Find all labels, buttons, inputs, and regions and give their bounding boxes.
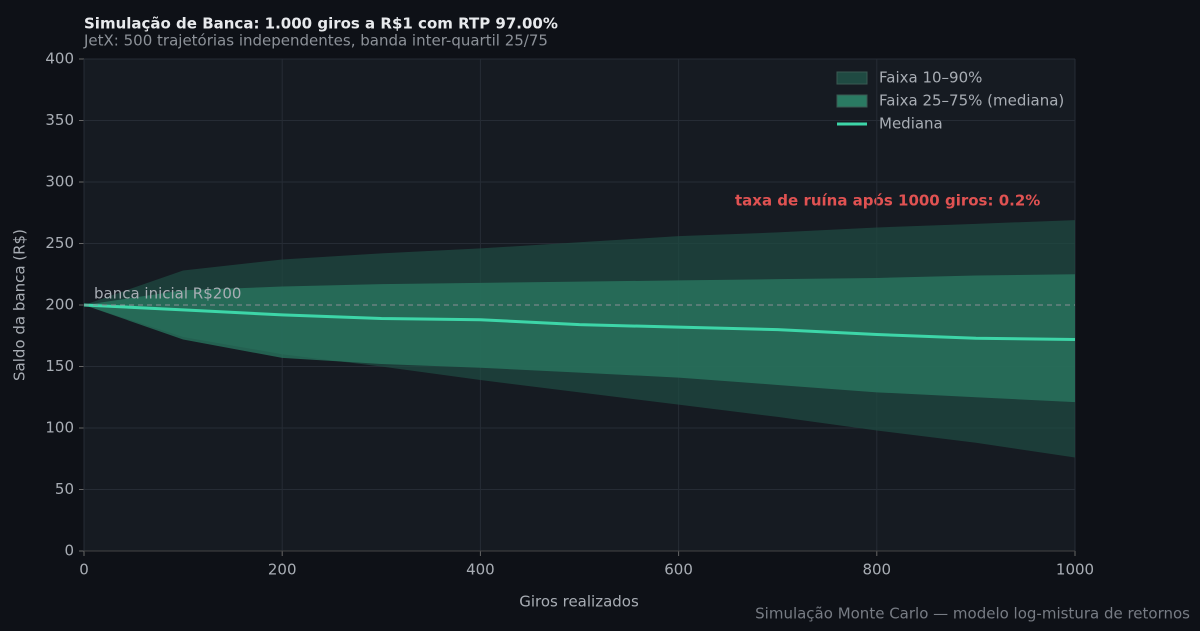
x-tick-label: 800: [862, 561, 891, 579]
footnote: Simulação Monte Carlo — modelo log-mistu…: [755, 605, 1190, 623]
y-tick-label: 300: [45, 173, 74, 191]
x-tick-label: 0: [79, 561, 89, 579]
x-tick-label: 1000: [1056, 561, 1094, 579]
y-tick-label: 200: [45, 296, 74, 314]
legend-label: Faixa 10–90%: [879, 69, 982, 87]
chart-subtitle: JetX: 500 trajetórias independentes, ban…: [83, 32, 548, 50]
y-tick-label: 100: [45, 419, 74, 437]
y-tick-label: 0: [64, 542, 74, 560]
legend-label: Mediana: [879, 115, 943, 133]
x-tick-label: 400: [466, 561, 495, 579]
x-tick-label: 200: [268, 561, 297, 579]
y-axis-label: Saldo da banca (R$): [11, 229, 29, 381]
x-tick-label: 600: [664, 561, 693, 579]
legend-swatch: [836, 94, 868, 108]
y-tick-label: 50: [55, 480, 74, 498]
median-line: [83, 303, 1076, 341]
y-tick-label: 250: [45, 234, 74, 252]
x-axis-label: Giros realizados: [519, 593, 639, 611]
ruin-annotation: taxa de ruína após 1000 giros: 0.2%: [735, 192, 1040, 210]
y-tick-label: 400: [45, 50, 74, 68]
legend-label: Faixa 25–75% (mediana): [879, 92, 1064, 110]
y-tick-label: 350: [45, 111, 74, 129]
chart-title: Simulação de Banca: 1.000 giros a R$1 co…: [84, 15, 558, 33]
band: [84, 274, 1075, 403]
legend-swatch: [836, 71, 868, 85]
reference-label: banca inicial R$200: [94, 285, 241, 303]
y-tick-label: 150: [45, 357, 74, 375]
